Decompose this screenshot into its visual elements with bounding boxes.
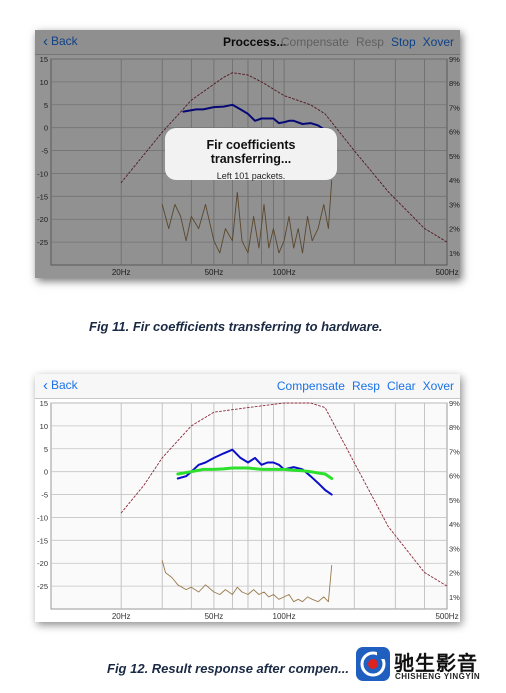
chevron-left-icon: ‹ [43,376,48,394]
y2-tick-label: 9% [449,55,460,64]
nav-bar: ‹ Back Proccess... Compensate Resp Stop … [35,30,460,55]
y-tick-label: -25 [37,238,48,247]
back-button[interactable]: ‹ Back [43,32,78,50]
x-tick-label: 50Hz [205,268,224,277]
x-tick-label: 20Hz [112,268,131,277]
compensated-series-line [176,466,334,480]
y-tick-label: 15 [40,399,48,408]
y2-tick-label: 8% [449,79,460,88]
crossover-series-line [120,72,448,243]
y-tick-label: 0 [44,124,48,133]
x-tick-label: 500Hz [435,612,458,621]
y-tick-label: 10 [40,422,48,431]
clear-button[interactable]: Clear [386,379,416,393]
response-series-line [176,448,333,496]
y-tick-label: -10 [37,169,48,178]
y2-tick-label: 5% [449,152,460,161]
nav-bar: ‹ Back Compensate Resp Clear Xover [35,374,460,399]
y-tick-label: -10 [37,513,48,522]
dialog-title: Fir coefficients transferring... [206,138,296,166]
y-tick-label: 5 [44,445,48,454]
response-series-line [182,103,333,134]
y2-tick-label: 6% [449,128,460,137]
xover-button[interactable]: Xover [422,35,454,49]
y2-tick-label: 3% [449,200,460,209]
y-tick-label: -20 [37,215,48,224]
plot-area [50,402,448,610]
compensate-button[interactable]: Compensate [280,35,349,49]
y2-tick-label: 8% [449,423,460,432]
nav-title: Proccess... [223,35,287,49]
y2-tick-label: 5% [449,496,460,505]
y2-tick-label: 9% [449,399,460,408]
x-tick-label: 20Hz [112,612,131,621]
y2-tick-label: 2% [449,569,460,578]
distortion-series-line [161,560,333,603]
back-label: Back [51,34,78,48]
y2-tick-label: 2% [449,225,460,234]
y-tick-label: -20 [37,559,48,568]
x-tick-label: 100Hz [273,612,296,621]
y-tick-label: 5 [44,101,48,110]
resp-button[interactable]: Resp [351,379,380,393]
response-chart: 15 10 5 0 -5 -10 -15 -20 -25 9% 8% 7% 6% 5% 4% 3% 2% 1% 20… [37,55,460,277]
y-tick-label: 10 [40,78,48,87]
logo-icon [356,647,390,681]
logo-text: 驰生影音 [394,651,478,675]
y2-tick-label: 1% [449,593,460,602]
y-tick-label: -15 [37,192,48,201]
figure-11-screenshot: ‹ Back Proccess... Compensate Resp Stop … [35,30,460,278]
figure-11-caption: Fig 11. Fir coefficients transferring to… [89,319,383,334]
y-tick-label: -5 [41,147,48,156]
stop-button[interactable]: Stop [390,35,416,49]
dialog-message: Left 101 packets. [216,171,286,181]
y-tick-label: 15 [40,55,48,64]
crossover-series-line [120,402,448,587]
nav-actions: Compensate Resp Clear Xover [277,379,454,393]
y-tick-label: -25 [37,582,48,591]
y-tick-label: 0 [44,468,48,477]
x-tick-label: 500Hz [435,268,458,277]
compensate-button[interactable]: Compensate [276,379,345,393]
logo-subtext: CHISHENG YINGYIN [395,672,481,681]
x-tick-label: 100Hz [273,268,296,277]
back-label: Back [51,378,78,392]
figure-12-caption: Fig 12. Result response after compen... [107,661,350,676]
progress-dialog: Fir coefficients transferring... Left 10… [165,128,337,181]
back-button[interactable]: ‹ Back [43,376,78,394]
y2-tick-label: 7% [449,103,460,112]
figure-12-screenshot: ‹ Back Compensate Resp Clear Xover 15 10 5… [35,374,460,622]
xover-button[interactable]: Xover [422,379,454,393]
response-chart: 15 10 5 0 -5 -10 -15 -20 -25 9% 8% 7% 6% 5% 4% 3% 2% 1% 20… [37,399,460,621]
y2-tick-label: 4% [449,176,460,185]
chevron-left-icon: ‹ [43,32,48,50]
y2-tick-label: 4% [449,520,460,529]
x-tick-label: 50Hz [205,612,224,621]
brand-logo: 驰生影音 CHISHENG YINGYIN [355,644,495,684]
y2-tick-label: 1% [449,249,460,258]
y-tick-label: -5 [41,491,48,500]
y2-tick-label: 7% [449,447,460,456]
distortion-series-line [161,179,333,254]
resp-button[interactable]: Resp [355,35,384,49]
y2-tick-label: 3% [449,544,460,553]
nav-actions: Compensate Resp Stop Xover [281,35,454,49]
y-tick-label: -15 [37,536,48,545]
y2-tick-label: 6% [449,472,460,481]
